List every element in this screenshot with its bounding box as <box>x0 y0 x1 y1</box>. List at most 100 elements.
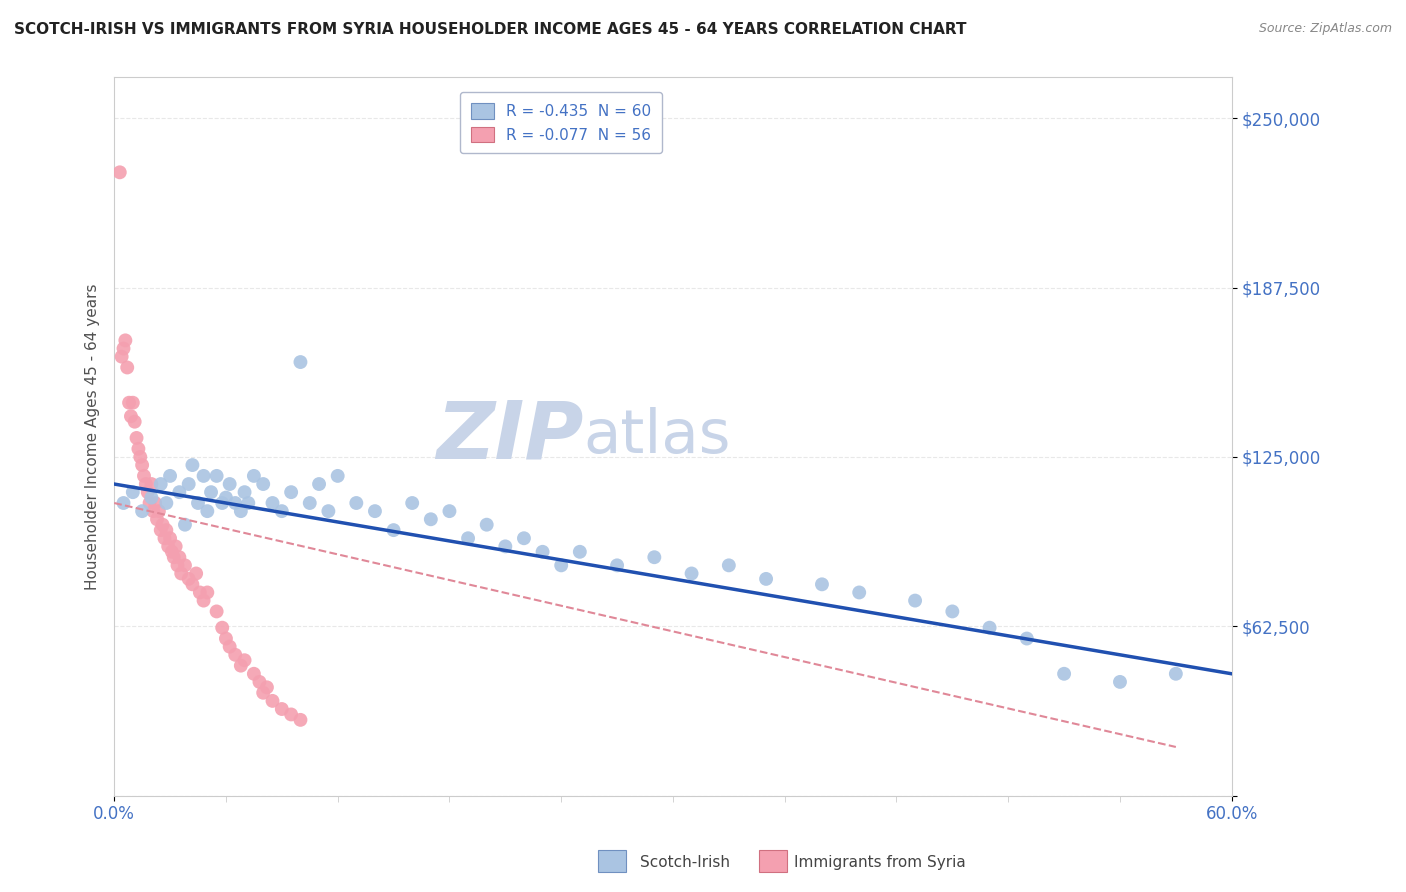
Point <box>229 504 252 518</box>
Text: ZIP: ZIP <box>436 398 583 475</box>
Point <box>550 558 572 573</box>
Point <box>174 558 197 573</box>
Point <box>308 477 330 491</box>
Point <box>159 531 181 545</box>
Point <box>181 458 204 472</box>
Point <box>290 713 312 727</box>
Point <box>643 550 665 565</box>
Point <box>717 558 740 573</box>
Point <box>249 674 271 689</box>
Point <box>224 648 246 662</box>
Point <box>513 531 536 545</box>
Point <box>344 496 367 510</box>
Point <box>401 496 423 510</box>
Point <box>131 458 153 472</box>
Point <box>681 566 703 581</box>
Point <box>108 165 131 179</box>
Point <box>187 496 209 510</box>
Point <box>218 640 240 654</box>
Point <box>131 504 153 518</box>
Point <box>238 496 260 510</box>
Point <box>1164 666 1187 681</box>
Point <box>121 395 143 409</box>
Point <box>195 504 218 518</box>
Point <box>114 334 136 348</box>
Point <box>224 496 246 510</box>
Point <box>160 545 183 559</box>
Point <box>755 572 778 586</box>
Point <box>1053 666 1076 681</box>
Point <box>125 431 148 445</box>
Point <box>111 350 134 364</box>
Point <box>142 504 165 518</box>
Point <box>157 540 180 554</box>
Point <box>205 604 228 618</box>
Point <box>120 409 142 424</box>
Point <box>494 540 516 554</box>
Point <box>1109 674 1132 689</box>
Point <box>159 469 181 483</box>
Point <box>165 540 187 554</box>
Point <box>193 469 215 483</box>
Point <box>177 477 200 491</box>
Point <box>200 485 222 500</box>
Point <box>146 512 169 526</box>
Point <box>252 686 274 700</box>
Point <box>153 531 176 545</box>
Point <box>141 477 163 491</box>
Point <box>848 585 870 599</box>
Point <box>174 517 197 532</box>
Point <box>138 496 160 510</box>
Point <box>270 504 292 518</box>
Point <box>149 477 172 491</box>
Point <box>193 593 215 607</box>
Point <box>262 496 284 510</box>
Point <box>136 485 159 500</box>
Point <box>186 566 208 581</box>
Point <box>211 496 233 510</box>
Point <box>177 572 200 586</box>
Point <box>298 496 321 510</box>
Legend: R = -0.435  N = 60, R = -0.077  N = 56: R = -0.435 N = 60, R = -0.077 N = 56 <box>460 92 662 153</box>
Point <box>382 523 405 537</box>
Point <box>243 469 266 483</box>
Point <box>181 577 204 591</box>
Point <box>170 566 193 581</box>
Text: Immigrants from Syria: Immigrants from Syria <box>794 855 966 870</box>
Point <box>280 707 302 722</box>
Point <box>457 531 479 545</box>
Point <box>568 545 591 559</box>
Point <box>419 512 441 526</box>
Point <box>326 469 349 483</box>
Point <box>318 504 340 518</box>
Point <box>979 621 1001 635</box>
Point <box>280 485 302 500</box>
Point <box>215 632 238 646</box>
Point <box>121 485 143 500</box>
Point <box>152 517 174 532</box>
Point <box>132 469 155 483</box>
Point <box>233 485 256 500</box>
Point <box>270 702 292 716</box>
Point <box>115 360 138 375</box>
Y-axis label: Householder Income Ages 45 - 64 years: Householder Income Ages 45 - 64 years <box>86 284 100 590</box>
Point <box>143 496 166 510</box>
Point <box>148 504 170 518</box>
Point <box>252 477 274 491</box>
Point <box>169 550 191 565</box>
Text: SCOTCH-IRISH VS IMMIGRANTS FROM SYRIA HOUSEHOLDER INCOME AGES 45 - 64 YEARS CORR: SCOTCH-IRISH VS IMMIGRANTS FROM SYRIA HO… <box>14 22 966 37</box>
Point <box>166 558 188 573</box>
Point <box>215 491 238 505</box>
Point <box>112 342 135 356</box>
Point <box>262 694 284 708</box>
Point <box>218 477 240 491</box>
Point <box>290 355 312 369</box>
Point <box>118 395 141 409</box>
Point <box>904 593 927 607</box>
Point <box>229 658 252 673</box>
Point <box>127 442 149 456</box>
Point <box>169 485 191 500</box>
Point <box>129 450 152 464</box>
Point <box>195 585 218 599</box>
Point <box>112 496 135 510</box>
